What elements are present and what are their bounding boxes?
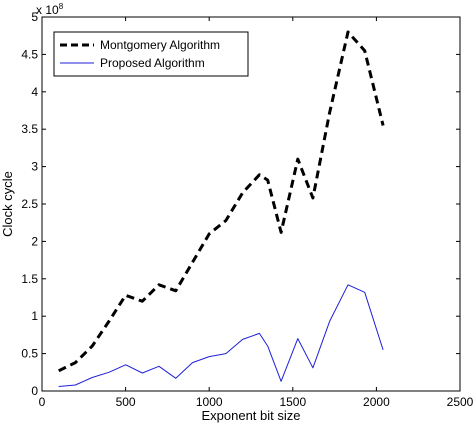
legend-box — [53, 31, 249, 77]
y-tick-label: 5 — [31, 10, 38, 24]
x-tick-label: 1000 — [196, 395, 223, 409]
x-axis-label: Exponent bit size — [201, 408, 300, 423]
x-tick-label: 1500 — [279, 395, 306, 409]
series-line-montgomery — [58, 30, 385, 373]
x-tick-label: 500 — [116, 395, 136, 409]
y-tick-label: 1 — [31, 309, 38, 323]
y-tick-label: 2.5 — [21, 197, 38, 211]
series-layer — [58, 30, 385, 387]
legend-label-montgomery: Montgomery Algorithm — [100, 38, 220, 52]
x-tick-label: 2500 — [447, 395, 474, 409]
y-tick-label: 4.5 — [21, 47, 38, 61]
y-axis-multiplier: x 108 — [36, 2, 64, 17]
y-tick-label: 3 — [31, 160, 38, 174]
y-tick-label: 1.5 — [21, 272, 38, 286]
y-axis: 0 0.5 1 1.5 2 2.5 3 3.5 4 4.5 5 — [21, 10, 460, 398]
y-tick-label: 3.5 — [21, 122, 38, 136]
plot-area — [41, 16, 461, 392]
y-tick-label: 2 — [31, 234, 38, 248]
y-axis-label: Clock cycle — [0, 171, 15, 237]
x-tick-label: 0 — [39, 395, 46, 409]
y-tick-label: 0 — [31, 384, 38, 398]
y-tick-label: 4 — [31, 85, 38, 99]
legend: Montgomery Algorithm Proposed Algorithm — [53, 31, 249, 77]
y-tick-label: 0.5 — [21, 347, 38, 361]
x-tick-label: 2000 — [363, 395, 390, 409]
legend-label-proposed: Proposed Algorithm — [100, 56, 205, 70]
x-axis: 0 500 1000 1500 2000 2500 — [39, 17, 474, 409]
series-line-proposed — [58, 284, 384, 387]
